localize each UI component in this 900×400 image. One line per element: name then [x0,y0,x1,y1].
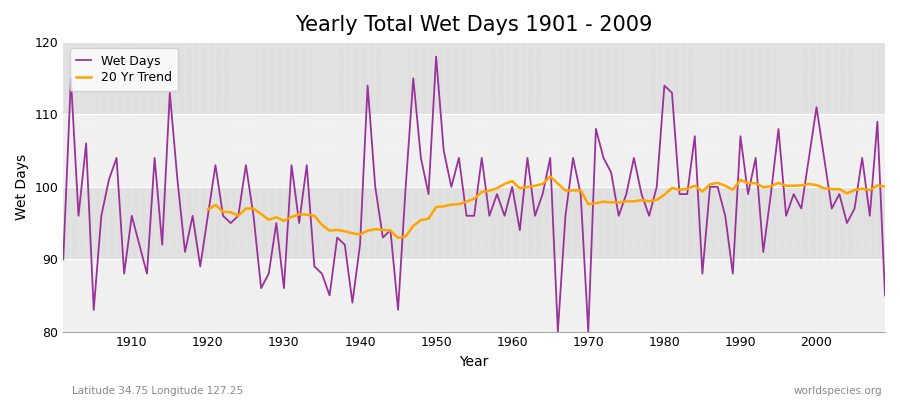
20 Yr Trend [544,174,555,179]
Wet Days [879,293,890,298]
Wet Days [286,163,297,168]
Bar [63,114,885,187]
Text: Latitude 34.75 Longitude 127.25: Latitude 34.75 Longitude 127.25 [72,386,243,396]
Title: Yearly Total Wet Days 1901 - 2009: Yearly Total Wet Days 1901 - 2009 [295,15,652,35]
20 Yr Trend [780,183,791,188]
Wet Days [119,271,130,276]
Bar [63,42,885,114]
Wet Days [58,257,68,262]
20 Yr Trend [293,212,304,217]
20 Yr Trend [796,183,806,188]
20 Yr Trend [864,188,875,192]
20 Yr Trend [689,183,700,188]
Wet Days [332,235,343,240]
Legend: Wet Days, 20 Yr Trend: Wet Days, 20 Yr Trend [69,48,178,91]
Text: worldspecies.org: worldspecies.org [794,386,882,396]
Wet Days [515,228,526,233]
X-axis label: Year: Year [460,355,489,369]
Wet Days [431,54,442,59]
Wet Days [507,184,517,189]
20 Yr Trend [416,218,427,222]
20 Yr Trend [202,207,213,212]
Wet Days [553,329,563,334]
Wet Days [613,213,624,218]
Y-axis label: Wet Days: Wet Days [15,154,29,220]
Line: Wet Days: Wet Days [63,56,885,332]
Line: 20 Yr Trend: 20 Yr Trend [208,176,885,238]
Bar [63,187,885,259]
Bar [63,259,885,332]
20 Yr Trend [392,236,403,240]
20 Yr Trend [879,184,890,189]
